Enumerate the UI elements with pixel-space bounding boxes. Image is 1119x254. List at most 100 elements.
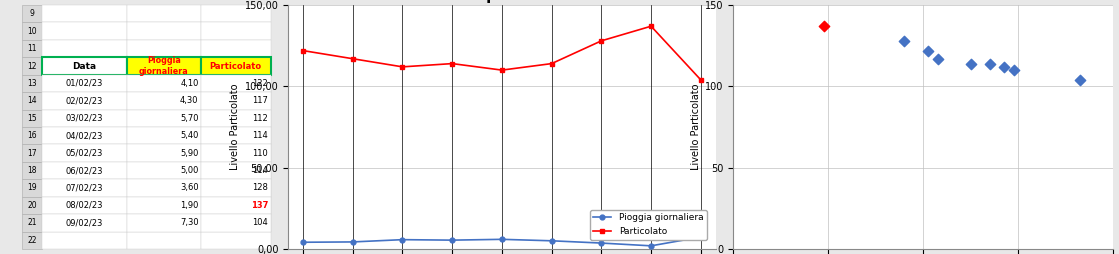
Point: [895, 39, 913, 43]
Bar: [126, 231, 201, 249]
Text: 5,70: 5,70: [180, 114, 198, 123]
Text: 114: 114: [252, 131, 269, 140]
Bar: [43, 109, 126, 127]
Particolato: [496, 69, 509, 72]
Text: 128: 128: [252, 183, 269, 193]
Text: 137: 137: [251, 201, 269, 210]
Bar: [126, 145, 201, 162]
Bar: [43, 40, 126, 57]
Bar: [201, 179, 271, 197]
Particolato: [594, 39, 608, 42]
Text: Data: Data: [73, 61, 96, 71]
Point: [919, 49, 937, 53]
Point: [815, 24, 833, 28]
Bar: [43, 57, 126, 75]
Text: 112: 112: [252, 114, 269, 123]
Point: [962, 61, 980, 66]
Bar: [43, 109, 126, 127]
Bar: [201, 40, 271, 57]
Pioggia giornaliera: [346, 240, 359, 243]
Bar: [126, 75, 201, 92]
Bar: [43, 162, 126, 179]
Bar: [22, 75, 43, 92]
Bar: [126, 197, 201, 214]
Bar: [22, 92, 43, 109]
Bar: [201, 162, 271, 179]
Bar: [126, 109, 201, 127]
Bar: [126, 127, 201, 145]
Pioggia giornaliera: [396, 238, 410, 241]
Pioggia giornaliera: [594, 242, 608, 245]
Pioggia giornaliera: [297, 241, 310, 244]
Bar: [201, 5, 271, 23]
Bar: [43, 75, 126, 92]
Particolato: [346, 57, 359, 60]
Bar: [126, 145, 201, 162]
Text: 20: 20: [28, 201, 37, 210]
Text: 5,00: 5,00: [180, 166, 198, 175]
Particolato: [545, 62, 558, 65]
Pioggia giornaliera: [694, 235, 707, 239]
Pioggia giornaliera: [645, 244, 658, 247]
Line: Particolato: Particolato: [301, 24, 703, 82]
Bar: [126, 179, 201, 197]
Bar: [201, 162, 271, 179]
Bar: [22, 57, 43, 75]
Bar: [43, 145, 126, 162]
Bar: [22, 40, 43, 57]
Bar: [201, 92, 271, 109]
Text: 17: 17: [28, 149, 37, 158]
Bar: [22, 127, 43, 145]
Bar: [126, 23, 201, 40]
Line: Pioggia giornaliera: Pioggia giornaliera: [301, 235, 703, 248]
Particolato: [694, 78, 707, 81]
Bar: [126, 214, 201, 231]
Particolato: [396, 65, 410, 68]
Text: 3,60: 3,60: [180, 183, 198, 193]
Point: [1005, 68, 1023, 72]
Text: 10: 10: [28, 27, 37, 36]
Bar: [201, 214, 271, 231]
Bar: [22, 109, 43, 127]
Bar: [22, 214, 43, 231]
Text: Pioggia
giornaliera: Pioggia giornaliera: [139, 56, 189, 76]
Bar: [22, 197, 43, 214]
Point: [1071, 78, 1089, 82]
Text: 12: 12: [28, 61, 37, 71]
Text: 01/02/23: 01/02/23: [66, 79, 103, 88]
Point: [929, 57, 947, 61]
Bar: [201, 145, 271, 162]
Text: 110: 110: [252, 149, 269, 158]
Text: 18: 18: [28, 166, 37, 175]
Bar: [22, 5, 43, 23]
Text: 122: 122: [252, 79, 269, 88]
Text: 08/02/23: 08/02/23: [66, 201, 103, 210]
Bar: [201, 23, 271, 40]
Text: 09/02/23: 09/02/23: [66, 218, 103, 227]
Text: 02/02/23: 02/02/23: [66, 96, 103, 105]
Legend: Pioggia giornaliera, Particolato: Pioggia giornaliera, Particolato: [590, 210, 707, 240]
Text: 22: 22: [28, 236, 37, 245]
Bar: [22, 145, 43, 162]
Bar: [126, 127, 201, 145]
Y-axis label: Livello Particolato: Livello Particolato: [231, 84, 241, 170]
Point: [995, 65, 1013, 69]
Text: 104: 104: [252, 218, 269, 227]
Pioggia giornaliera: [545, 239, 558, 242]
Bar: [43, 214, 126, 231]
Bar: [126, 109, 201, 127]
Bar: [43, 179, 126, 197]
Text: 11: 11: [28, 44, 37, 53]
Bar: [43, 92, 126, 109]
Particolato: [297, 49, 310, 52]
Bar: [201, 57, 271, 75]
Bar: [126, 57, 201, 75]
Bar: [22, 23, 43, 40]
Bar: [22, 231, 43, 249]
Bar: [126, 179, 201, 197]
Particolato: [445, 62, 459, 65]
Bar: [201, 214, 271, 231]
Bar: [126, 197, 201, 214]
Bar: [22, 162, 43, 179]
Particolato: [645, 25, 658, 28]
